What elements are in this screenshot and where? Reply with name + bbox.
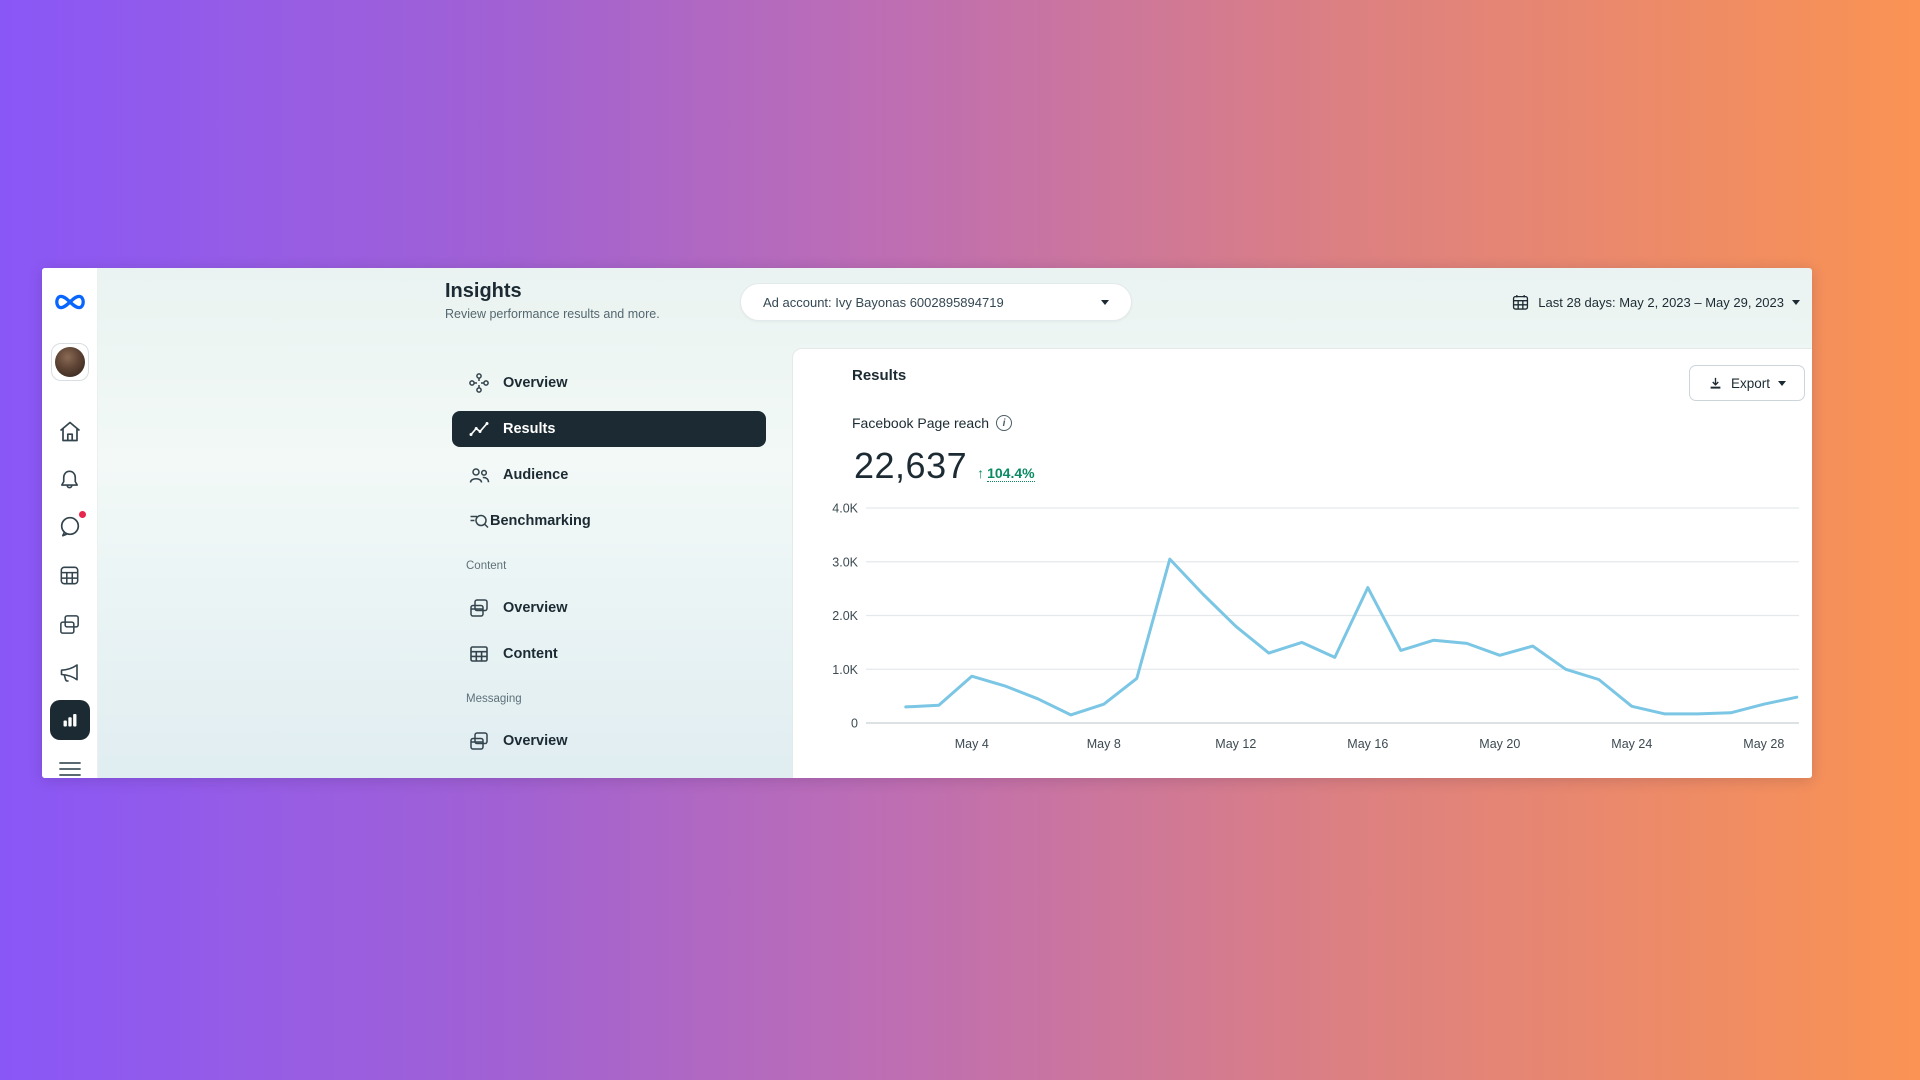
- page-title: Insights: [445, 280, 522, 302]
- profile-avatar[interactable]: [50, 343, 89, 381]
- content-posts-icon[interactable]: [50, 604, 90, 644]
- nav-item-benchmarking[interactable]: Benchmarking: [452, 503, 766, 539]
- y-axis-tick-label: 1.0K: [832, 663, 858, 677]
- overview-pages-icon: [470, 732, 488, 750]
- metric-label-row: Facebook Page reach i: [852, 415, 1012, 431]
- nav-item-label: Overview: [503, 733, 568, 749]
- calendar-icon: [1513, 294, 1529, 310]
- nav-item-label: Overview: [503, 375, 568, 391]
- x-axis-tick-label: May 20: [1479, 737, 1520, 751]
- benchmarking-search-icon: [470, 514, 489, 529]
- nav-item-messaging-overview[interactable]: Overview: [452, 723, 766, 759]
- y-axis-tick-label: 3.0K: [832, 555, 858, 569]
- nav-item-label: Content: [503, 646, 558, 662]
- chevron-down-icon: [1778, 380, 1787, 386]
- unread-badge: [77, 510, 87, 519]
- results-line-chart-icon: [469, 422, 489, 436]
- app-rail: [42, 268, 98, 778]
- overview-nodes-icon: [469, 373, 489, 393]
- meta-business-suite-window: Insights Review performance results and …: [42, 268, 1812, 778]
- page-subtitle: Review performance results and more.: [445, 307, 660, 321]
- nav-item-content-overview[interactable]: Overview: [452, 590, 766, 626]
- metric-value-row: 22,637 ↑ 104.4%: [854, 445, 1035, 487]
- overview-pages-icon: [470, 599, 488, 617]
- x-axis-tick-label: May 28: [1743, 737, 1784, 751]
- increase-arrow-icon: ↑: [977, 465, 985, 481]
- info-icon[interactable]: i: [995, 415, 1012, 431]
- export-button[interactable]: Export: [1689, 365, 1805, 401]
- content-table-icon: [470, 646, 488, 662]
- home-icon[interactable]: [50, 411, 90, 451]
- more-menu-hamburger-icon[interactable]: [50, 749, 90, 778]
- nav-section-messaging: Messaging: [466, 693, 522, 705]
- audience-people-icon: [469, 468, 490, 483]
- chevron-down-icon: [1792, 299, 1800, 305]
- metric-change-percent[interactable]: 104.4%: [987, 465, 1035, 482]
- ad-account-selector-label: Ad account: Ivy Bayonas 6002895894719: [763, 294, 1004, 310]
- nav-item-label: Audience: [503, 467, 569, 483]
- avatar-photo: [54, 347, 85, 377]
- date-range-label: Last 28 days: May 2, 2023 – May 29, 2023: [1538, 294, 1784, 310]
- export-button-label: Export: [1730, 375, 1771, 391]
- nav-item-results[interactable]: Results: [452, 411, 766, 447]
- y-axis-tick-label: 0: [851, 717, 858, 731]
- chevron-down-icon: [1101, 299, 1109, 305]
- insights-bar-chart-icon[interactable]: [49, 700, 90, 740]
- results-panel: Results Export Facebook Page reach i 22,…: [792, 348, 1812, 778]
- nav-section-content: Content: [466, 560, 507, 572]
- reach-data-line: [904, 557, 1799, 717]
- ads-megaphone-icon[interactable]: [50, 652, 90, 692]
- nav-item-label: Overview: [503, 600, 568, 616]
- date-range-selector[interactable]: Last 28 days: May 2, 2023 – May 29, 2023: [1511, 290, 1800, 314]
- nav-item-audience[interactable]: Audience: [452, 457, 766, 493]
- download-icon: [1710, 377, 1721, 389]
- x-axis-tick-label: May 24: [1611, 737, 1652, 751]
- ad-account-selector[interactable]: Ad account: Ivy Bayonas 6002895894719: [740, 283, 1132, 321]
- x-axis-tick-label: May 16: [1347, 737, 1388, 751]
- x-axis-tick-label: May 12: [1215, 737, 1256, 751]
- metric-change: ↑ 104.4%: [977, 465, 1035, 482]
- meta-logo-icon[interactable]: [50, 282, 90, 322]
- metric-value: 22,637: [854, 445, 968, 486]
- nav-item-content-content[interactable]: Content: [452, 636, 766, 672]
- x-axis-tick-label: May 8: [1087, 737, 1121, 751]
- nav-item-label: Benchmarking: [490, 513, 591, 529]
- y-axis-tick-label: 2.0K: [832, 609, 858, 623]
- results-panel-title: Results: [852, 367, 907, 384]
- metric-name: Facebook Page reach: [852, 415, 989, 431]
- reach-line-chart: 0 1.0K 2.0K 3.0K 4.0K May 4 May 8 May 12 May 16 M…: [832, 502, 1799, 751]
- y-axis-tick-label: 4.0K: [832, 502, 858, 516]
- nav-item-label: Results: [503, 421, 556, 437]
- messages-chat-icon[interactable]: [50, 507, 90, 547]
- notifications-bell-icon[interactable]: [50, 460, 90, 500]
- nav-item-overview[interactable]: Overview: [452, 365, 766, 401]
- planner-calendar-icon[interactable]: [50, 555, 90, 595]
- x-axis-tick-label: May 4: [955, 737, 989, 751]
